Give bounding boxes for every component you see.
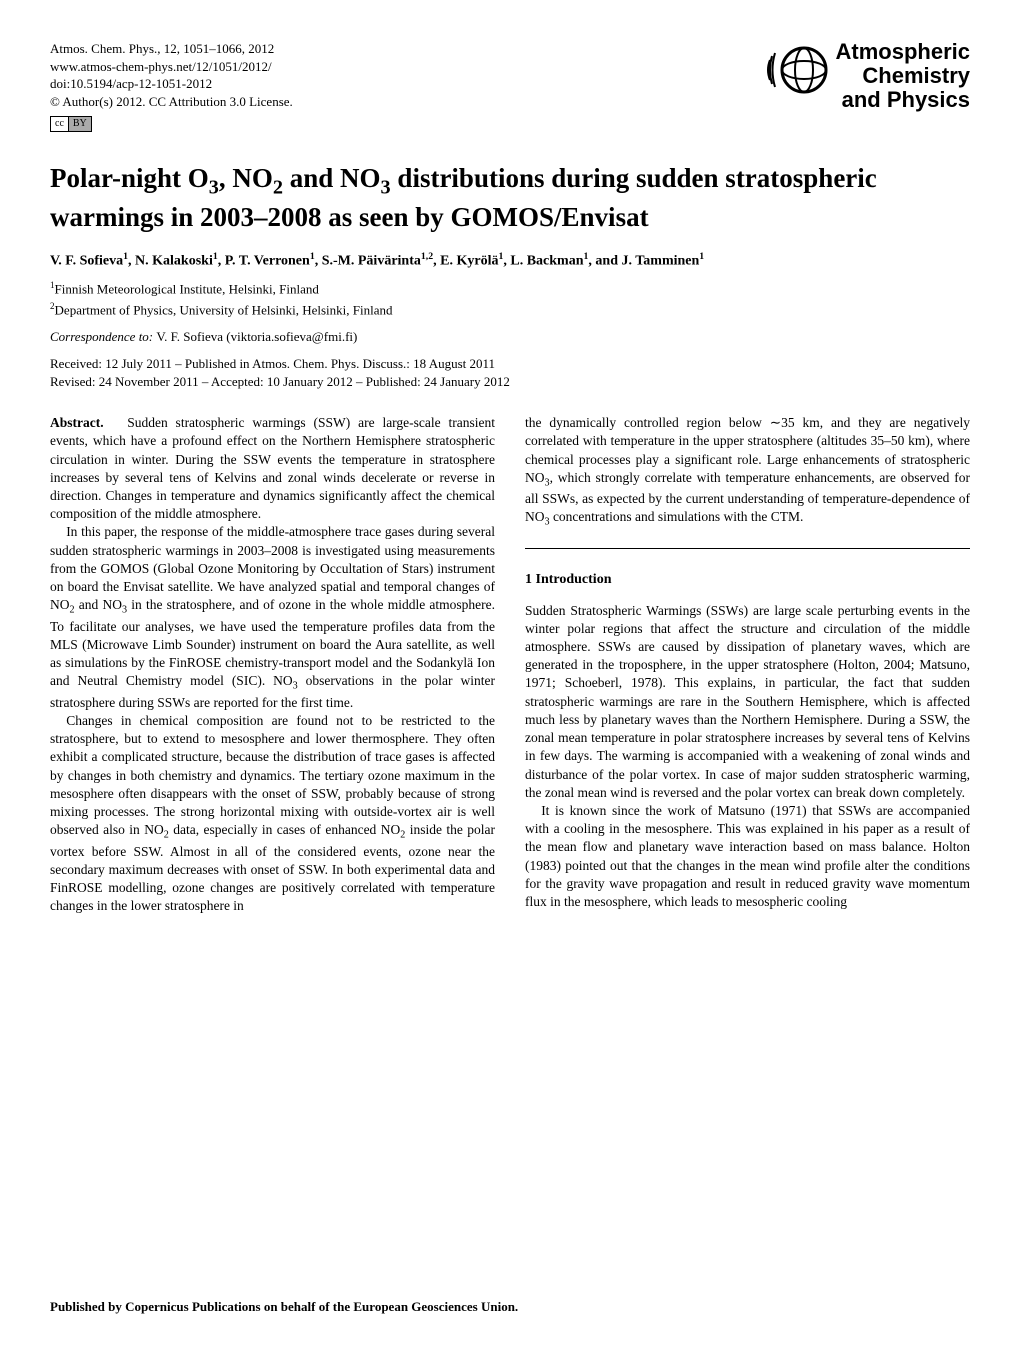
dates-line2: Revised: 24 November 2011 – Accepted: 10…: [50, 373, 970, 391]
section-divider: [525, 548, 970, 549]
meta-block: Atmos. Chem. Phys., 12, 1051–1066, 2012 …: [50, 40, 293, 132]
journal-logo: Atmospheric Chemistry and Physics: [764, 40, 970, 113]
correspondence-value: V. F. Sofieva (viktoria.sofieva@fmi.fi): [156, 329, 357, 344]
abstract-label: Abstract.: [50, 415, 104, 430]
abstract-p1-text: Sudden stratospheric warmings (SSW) are …: [50, 415, 495, 521]
header: Atmos. Chem. Phys., 12, 1051–1066, 2012 …: [50, 40, 970, 132]
abstract-p3: Changes in chemical composition are foun…: [50, 712, 495, 916]
cc-badge-icon: cc BY: [50, 116, 92, 132]
journal-name-line2: Chemistry: [836, 64, 970, 88]
authors: V. F. Sofieva1, N. Kalakoski1, P. T. Ver…: [50, 251, 970, 270]
copyright: © Author(s) 2012. CC Attribution 3.0 Lic…: [50, 93, 293, 111]
journal-name: Atmospheric Chemistry and Physics: [836, 40, 970, 113]
article-url: www.atmos-chem-phys.net/12/1051/2012/: [50, 58, 293, 76]
correspondence-label: Correspondence to:: [50, 329, 153, 344]
intro-p2: It is known since the work of Matsuno (1…: [525, 802, 970, 911]
journal-ref: Atmos. Chem. Phys., 12, 1051–1066, 2012: [50, 40, 293, 58]
left-column: Abstract. Sudden stratospheric warmings …: [50, 414, 495, 915]
cc-by-symbol: BY: [69, 117, 91, 131]
article-dates: Received: 12 July 2011 – Published in At…: [50, 355, 970, 390]
journal-name-line1: Atmospheric: [836, 40, 970, 64]
abstract-p1: Abstract. Sudden stratospheric warmings …: [50, 414, 495, 523]
body-columns: Abstract. Sudden stratospheric warmings …: [50, 414, 970, 915]
egu-globe-icon: [764, 40, 828, 100]
affiliation-1: 1Finnish Meteorological Institute, Helsi…: [50, 279, 970, 298]
dates-line1: Received: 12 July 2011 – Published in At…: [50, 355, 970, 373]
correspondence: Correspondence to: V. F. Sofieva (viktor…: [50, 329, 970, 345]
abstract-p2: In this paper, the response of the middl…: [50, 523, 495, 711]
article-title: Polar-night O3, NO2 and NO3 distribution…: [50, 162, 970, 234]
journal-name-line3: and Physics: [836, 88, 970, 112]
affiliation-2: 2Department of Physics, University of He…: [50, 300, 970, 319]
doi: doi:10.5194/acp-12-1051-2012: [50, 75, 293, 93]
intro-p1: Sudden Stratospheric Warmings (SSWs) are…: [525, 602, 970, 802]
right-column: the dynamically controlled region below …: [525, 414, 970, 915]
section-1-heading: 1 Introduction: [525, 571, 970, 590]
cc-symbol: cc: [51, 117, 69, 131]
publisher-footer: Published by Copernicus Publications on …: [50, 1299, 518, 1315]
abstract-p3-continued: the dynamically controlled region below …: [525, 414, 970, 530]
